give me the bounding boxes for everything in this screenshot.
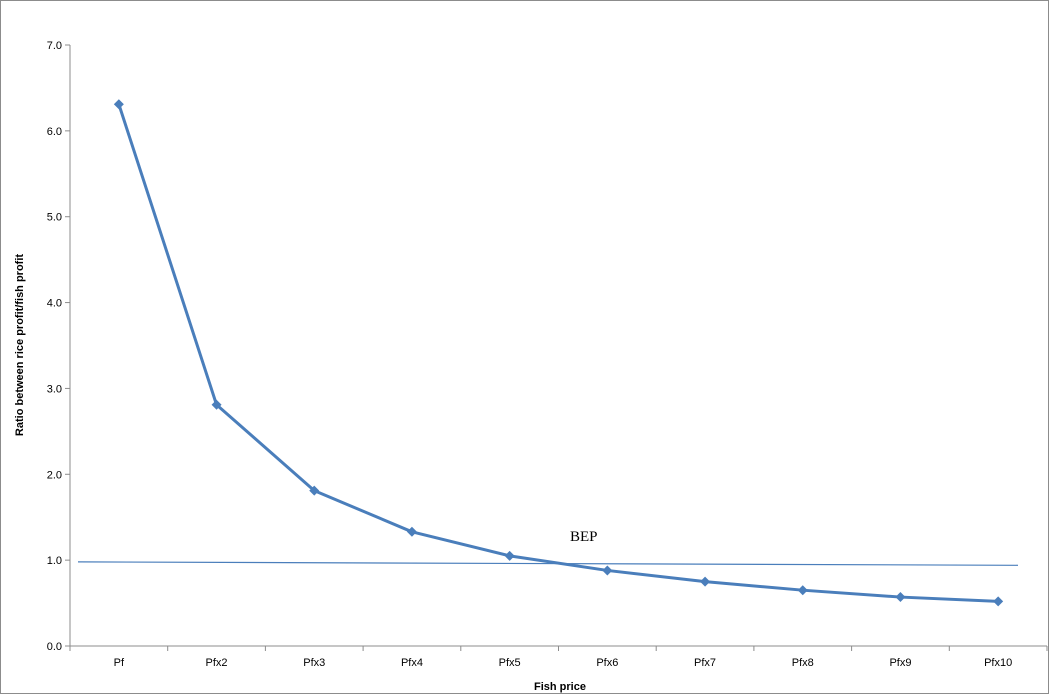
axes: 0.0 1.0 2.0 3.0 4.0 5.0 6.0 7.0 Pf Pfx2 Pfx3 Pfx4 Pf… <box>47 40 1048 669</box>
x-tick-label: Pfx7 <box>694 657 716 669</box>
y-tick-label: 4.0 <box>47 298 62 310</box>
x-axis-title: Fish price <box>534 681 586 693</box>
data-point-marker <box>797 585 808 596</box>
y-tick-label: 2.0 <box>47 469 62 481</box>
x-tick-label: Pfx4 <box>401 657 423 669</box>
data-point-marker <box>309 485 320 496</box>
y-tick-label: 6.0 <box>47 126 62 138</box>
y-tick-label: 7.0 <box>47 40 62 52</box>
bep-reference-line <box>77 561 1019 566</box>
y-tick-label: 3.0 <box>47 383 62 395</box>
y-tick-label: 1.0 <box>47 555 62 567</box>
bep-reference-line-group <box>77 561 1019 566</box>
data-point-marker <box>993 596 1004 607</box>
bep-annotation: BEP <box>570 529 598 545</box>
labels: Fish price Ratio between rice profit/fis… <box>14 254 598 693</box>
x-tick-label: Pfx9 <box>889 657 911 669</box>
y-tick-label: 5.0 <box>47 212 62 224</box>
x-tick-label: Pfx6 <box>596 657 618 669</box>
series-group <box>113 99 1004 607</box>
x-tick-label: Pf <box>114 657 125 669</box>
y-axis-title: Ratio between rice profit/fish profit <box>14 254 26 436</box>
data-point-marker <box>211 399 222 410</box>
data-point-marker <box>895 592 906 603</box>
x-tick-label: Pfx2 <box>206 657 228 669</box>
data-point-marker <box>406 526 417 537</box>
data-point-marker <box>602 565 613 576</box>
data-point-marker <box>504 550 515 561</box>
data-point-marker <box>113 99 124 110</box>
x-tick-label: Pfx5 <box>499 657 521 669</box>
x-tick-label: Pfx10 <box>984 657 1012 669</box>
x-tick-label: Pfx3 <box>303 657 325 669</box>
y-tick-label: 0.0 <box>47 641 62 653</box>
data-point-marker <box>700 576 711 587</box>
series-line <box>117 103 999 603</box>
x-tick-label: Pfx8 <box>792 657 814 669</box>
